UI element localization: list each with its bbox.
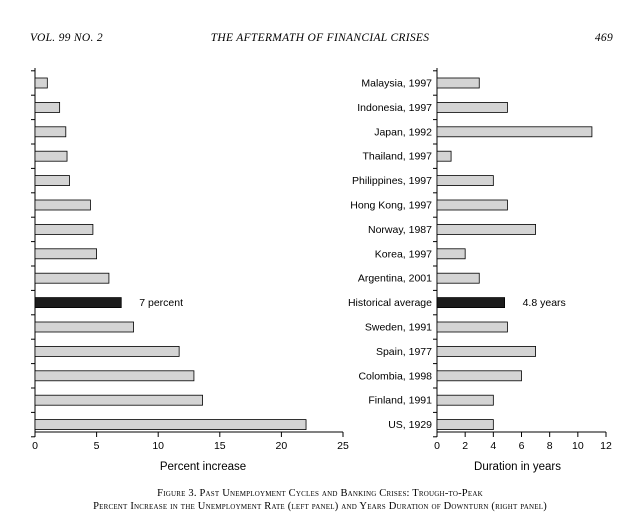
right-category-label: Hong Kong, 1997 [350, 200, 432, 212]
right-bar [436, 419, 494, 431]
right-category-label: Korea, 1997 [375, 248, 432, 260]
left-bar [34, 175, 70, 187]
journal-volume: VOL. 99 NO. 2 [30, 32, 103, 44]
right-category-label: Japan, 1992 [374, 126, 432, 138]
left-highlight-bar [34, 297, 122, 309]
left-bar [34, 248, 97, 260]
right-x-tick-label: 0 [434, 440, 440, 452]
left-x-axis-label: Percent increase [160, 461, 246, 473]
left-bar [34, 102, 61, 113]
left-x-tick-label: 25 [337, 440, 349, 452]
left-x-tick-label: 10 [152, 440, 164, 452]
left-bar [34, 199, 91, 211]
left-bar [34, 150, 68, 162]
right-category-label: Malaysia, 1997 [361, 78, 432, 90]
right-x-axis-label: Duration in years [474, 461, 561, 473]
right-bar [436, 175, 494, 187]
left-x-tick-label: 15 [214, 440, 226, 452]
right-bar [436, 248, 466, 260]
right-highlight-label: 4.8 years [523, 297, 566, 309]
right-x-tick-label: 12 [600, 440, 612, 452]
right-bar [436, 272, 480, 284]
right-category-label: Spain, 1977 [376, 346, 432, 358]
left-highlight-label: 7 percent [139, 297, 183, 309]
right-highlight-bar [436, 297, 505, 309]
right-category-label: US, 1929 [388, 419, 432, 431]
left-bar [34, 77, 48, 89]
left-bar [34, 370, 195, 382]
left-bar [34, 394, 203, 406]
left-x-tick-label: 20 [276, 440, 288, 452]
right-category-label: Philippines, 1997 [352, 175, 432, 187]
left-bar [34, 223, 94, 235]
right-category-label: Colombia, 1998 [358, 370, 432, 382]
article-title: THE AFTERMATH OF FINANCIAL CRISES [210, 32, 430, 44]
right-x-tick-label: 2 [462, 440, 468, 452]
right-x-tick-label: 10 [572, 440, 584, 452]
right-bar [436, 321, 508, 333]
right-category-label: Argentina, 2001 [358, 273, 432, 285]
right-category-label: Sweden, 1991 [365, 322, 432, 334]
left-bar [34, 419, 307, 431]
right-bar [436, 199, 508, 211]
left-x-tick-label: 0 [32, 440, 38, 452]
left-bar [34, 321, 134, 333]
figure-caption-line1: Figure 3. Past Unemployment Cycles and B… [157, 488, 483, 499]
left-bar [34, 345, 180, 357]
right-bar [436, 126, 593, 138]
right-bar [436, 77, 480, 89]
figure-caption-line2: Percent Increase in the Unemployment Rat… [93, 501, 547, 512]
right-bar [436, 150, 452, 162]
right-category-label: Indonesia, 1997 [357, 102, 432, 114]
right-bar [436, 102, 508, 113]
right-x-tick-label: 6 [519, 440, 525, 452]
right-x-tick-label: 4 [490, 440, 496, 452]
right-bar [436, 223, 536, 235]
right-category-label: Norway, 1987 [368, 224, 432, 236]
right-bar [436, 345, 536, 357]
page-number: 469 [594, 32, 613, 44]
right-bar [436, 370, 522, 382]
left-x-tick-label: 5 [94, 440, 100, 452]
right-category-label: Thailand, 1997 [363, 151, 433, 163]
left-bar [34, 126, 67, 138]
right-bar [436, 394, 494, 406]
right-x-tick-label: 8 [547, 440, 553, 452]
left-bar [34, 272, 110, 284]
right-category-label: Finland, 1991 [368, 395, 432, 407]
right-category-label: Historical average [348, 297, 432, 309]
